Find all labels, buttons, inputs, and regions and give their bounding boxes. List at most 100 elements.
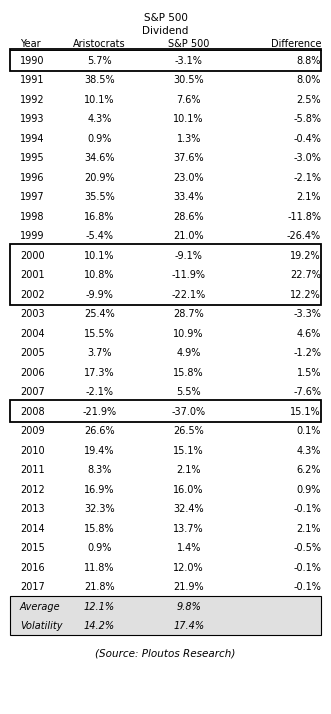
- Text: 10.9%: 10.9%: [173, 328, 204, 338]
- Text: 37.6%: 37.6%: [173, 154, 204, 164]
- Text: 0.9%: 0.9%: [87, 134, 112, 144]
- Text: 28.7%: 28.7%: [173, 309, 204, 319]
- Text: 1993: 1993: [20, 114, 44, 124]
- Text: 1994: 1994: [20, 134, 44, 144]
- Text: 1995: 1995: [20, 154, 44, 164]
- Text: 2010: 2010: [20, 446, 44, 456]
- Text: 2004: 2004: [20, 328, 44, 338]
- Text: 17.3%: 17.3%: [84, 368, 115, 378]
- Text: 17.4%: 17.4%: [173, 621, 204, 631]
- Text: 10.1%: 10.1%: [84, 251, 115, 261]
- Text: -0.1%: -0.1%: [293, 582, 321, 592]
- Text: 32.3%: 32.3%: [84, 504, 115, 514]
- Text: 15.1%: 15.1%: [290, 407, 321, 417]
- Text: 0.9%: 0.9%: [297, 485, 321, 495]
- Text: 21.8%: 21.8%: [84, 582, 115, 592]
- Text: 34.6%: 34.6%: [84, 154, 115, 164]
- Text: 15.8%: 15.8%: [173, 368, 204, 378]
- Text: 0.1%: 0.1%: [297, 426, 321, 436]
- Bar: [10, 49, 321, 71]
- Text: 1999: 1999: [20, 231, 44, 241]
- Text: Dividend: Dividend: [142, 26, 189, 36]
- Text: -37.0%: -37.0%: [171, 407, 206, 417]
- Text: -0.5%: -0.5%: [293, 543, 321, 553]
- Bar: [10, 244, 321, 304]
- Text: 1997: 1997: [20, 192, 44, 202]
- Text: 10.1%: 10.1%: [84, 95, 115, 105]
- Text: 1998: 1998: [20, 212, 44, 222]
- Text: 2005: 2005: [20, 348, 45, 358]
- Text: -3.0%: -3.0%: [293, 154, 321, 164]
- Text: 2001: 2001: [20, 270, 44, 280]
- Text: 1996: 1996: [20, 173, 44, 183]
- Text: 1991: 1991: [20, 75, 44, 85]
- Text: 2017: 2017: [20, 582, 45, 592]
- Text: -2.1%: -2.1%: [85, 387, 113, 397]
- Text: 11.8%: 11.8%: [84, 563, 115, 573]
- Text: 30.5%: 30.5%: [173, 75, 204, 85]
- Text: 1990: 1990: [20, 56, 44, 66]
- Text: 4.3%: 4.3%: [297, 446, 321, 456]
- Text: 16.9%: 16.9%: [84, 485, 115, 495]
- Text: 2007: 2007: [20, 387, 45, 397]
- Text: 26.5%: 26.5%: [173, 426, 204, 436]
- Text: Year: Year: [20, 39, 40, 49]
- Text: 16.0%: 16.0%: [173, 485, 204, 495]
- Text: -21.9%: -21.9%: [82, 407, 117, 417]
- Text: 2014: 2014: [20, 524, 44, 534]
- Text: 28.6%: 28.6%: [173, 212, 204, 222]
- Text: -11.8%: -11.8%: [287, 212, 321, 222]
- Text: 15.1%: 15.1%: [173, 446, 204, 456]
- Text: 22.7%: 22.7%: [290, 270, 321, 280]
- Text: 4.9%: 4.9%: [176, 348, 201, 358]
- Text: 21.0%: 21.0%: [173, 231, 204, 241]
- Text: 16.8%: 16.8%: [84, 212, 115, 222]
- Text: -0.1%: -0.1%: [293, 504, 321, 514]
- Bar: [10, 400, 321, 421]
- Text: -3.1%: -3.1%: [175, 56, 203, 66]
- Text: 8.0%: 8.0%: [297, 75, 321, 85]
- Text: 2009: 2009: [20, 426, 44, 436]
- Text: 8.3%: 8.3%: [87, 466, 112, 476]
- Text: 2.1%: 2.1%: [176, 466, 201, 476]
- Text: -22.1%: -22.1%: [171, 290, 206, 300]
- Text: 2011: 2011: [20, 466, 44, 476]
- Text: -5.4%: -5.4%: [85, 231, 113, 241]
- Text: 4.3%: 4.3%: [87, 114, 112, 124]
- Text: 13.7%: 13.7%: [173, 524, 204, 534]
- Text: -0.4%: -0.4%: [293, 134, 321, 144]
- Text: 26.6%: 26.6%: [84, 426, 115, 436]
- Text: 2003: 2003: [20, 309, 44, 319]
- Text: -7.6%: -7.6%: [293, 387, 321, 397]
- Text: 21.9%: 21.9%: [173, 582, 204, 592]
- Text: 6.2%: 6.2%: [297, 466, 321, 476]
- Text: 9.8%: 9.8%: [176, 602, 201, 612]
- Text: 8.8%: 8.8%: [297, 56, 321, 66]
- Text: 19.2%: 19.2%: [290, 251, 321, 261]
- Text: -3.3%: -3.3%: [293, 309, 321, 319]
- Text: Volatility: Volatility: [20, 621, 62, 631]
- Text: 2.1%: 2.1%: [297, 192, 321, 202]
- Text: 15.8%: 15.8%: [84, 524, 115, 534]
- Text: S&P 500: S&P 500: [144, 13, 187, 23]
- Text: 10.1%: 10.1%: [173, 114, 204, 124]
- Text: -5.8%: -5.8%: [293, 114, 321, 124]
- Text: Average: Average: [20, 602, 61, 612]
- Bar: [10, 596, 321, 635]
- Text: -9.9%: -9.9%: [85, 290, 113, 300]
- Text: 1992: 1992: [20, 95, 44, 105]
- Text: 32.4%: 32.4%: [173, 504, 204, 514]
- Text: 15.5%: 15.5%: [84, 328, 115, 338]
- Text: 25.4%: 25.4%: [84, 309, 115, 319]
- Text: 35.5%: 35.5%: [84, 192, 115, 202]
- Text: 12.0%: 12.0%: [173, 563, 204, 573]
- Text: -9.1%: -9.1%: [175, 251, 203, 261]
- Text: 10.8%: 10.8%: [84, 270, 115, 280]
- Text: 23.0%: 23.0%: [173, 173, 204, 183]
- Text: 12.2%: 12.2%: [290, 290, 321, 300]
- Text: 3.7%: 3.7%: [87, 348, 112, 358]
- Text: 4.6%: 4.6%: [297, 328, 321, 338]
- Text: 5.7%: 5.7%: [87, 56, 112, 66]
- Text: -26.4%: -26.4%: [287, 231, 321, 241]
- Text: 2.5%: 2.5%: [297, 95, 321, 105]
